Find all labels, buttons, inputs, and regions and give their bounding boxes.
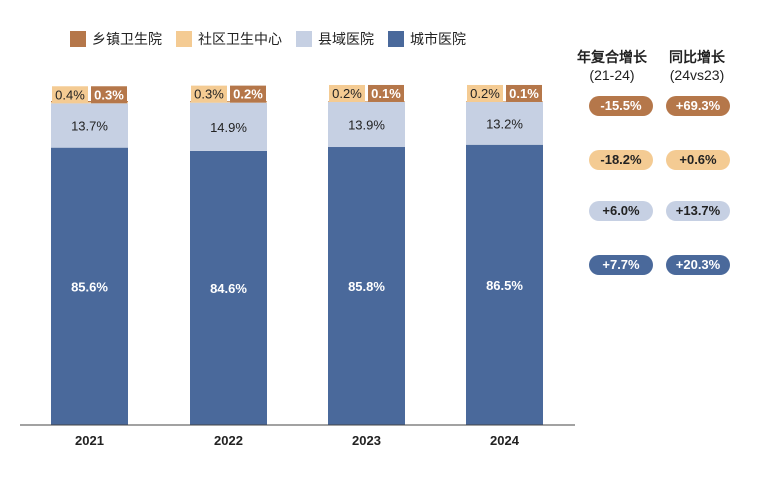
yoy-subtitle: (24vs23): [669, 67, 725, 83]
yoy-header: 同比增长 (24vs23): [657, 48, 737, 84]
cagr-pill: +7.7%: [589, 255, 653, 275]
data-label-box: [230, 85, 266, 103]
bar-segment: [328, 101, 405, 148]
yoy-title: 同比增长: [669, 49, 725, 65]
data-label: 13.9%: [348, 117, 385, 132]
legend-item: 社区卫生中心: [176, 29, 282, 49]
bar-segment: [190, 150, 267, 425]
x-tick-label: 2024: [490, 433, 520, 448]
data-label: 0.3%: [194, 87, 224, 102]
legend-item: 乡镇卫生院: [70, 29, 162, 49]
data-label-box: [191, 85, 227, 103]
data-label: 14.9%: [210, 120, 247, 135]
cagr-title: 年复合增长: [577, 49, 647, 65]
bar-segment: [51, 101, 128, 104]
bar-segment: [190, 101, 267, 102]
cagr-pill: -18.2%: [589, 150, 653, 170]
legend: 乡镇卫生院 社区卫生中心 县域医院 城市医院: [70, 29, 466, 49]
data-label: 0.2%: [470, 86, 500, 101]
data-label: 0.3%: [94, 87, 124, 102]
legend-label: 社区卫生中心: [198, 31, 282, 47]
legend-label: 城市医院: [410, 31, 466, 47]
yoy-pill: +69.3%: [666, 96, 730, 116]
data-label-box: [368, 84, 404, 102]
legend-swatch: [388, 31, 404, 47]
bar-segment: [51, 147, 128, 425]
legend-item: 城市医院: [388, 29, 466, 49]
yoy-pill: +13.7%: [666, 201, 730, 221]
legend-swatch: [296, 31, 312, 47]
data-label: 0.2%: [233, 87, 263, 102]
data-label: 85.6%: [71, 279, 108, 294]
legend-item: 县域医院: [296, 29, 374, 49]
x-tick-label: 2023: [352, 433, 381, 448]
yoy-pill: +20.3%: [666, 255, 730, 275]
legend-swatch: [70, 31, 86, 47]
x-tick-label: 2021: [75, 433, 104, 448]
yoy-pill: +0.6%: [666, 150, 730, 170]
data-label-box: [467, 84, 503, 102]
data-label: 86.5%: [486, 278, 523, 293]
data-label-box: [91, 86, 127, 104]
data-label: 0.4%: [55, 87, 85, 102]
bar-segment: [466, 101, 543, 145]
data-label: 84.6%: [210, 281, 247, 296]
cagr-subtitle: (21-24): [589, 67, 635, 83]
bar-segment: [51, 101, 128, 102]
bar-segment: [51, 103, 128, 148]
data-label-box: [329, 84, 365, 102]
data-label-box: [52, 86, 88, 104]
legend-label: 县域医院: [318, 31, 374, 47]
legend-label: 乡镇卫生院: [92, 31, 162, 47]
data-label: 13.2%: [486, 116, 523, 131]
data-label: 13.7%: [71, 118, 108, 133]
bar-segment: [466, 101, 543, 102]
data-label: 0.1%: [509, 86, 539, 101]
legend-swatch: [176, 31, 192, 47]
x-tick-label: 2022: [214, 433, 243, 448]
bar-segment: [328, 101, 405, 102]
cagr-header: 年复合增长 (21-24): [572, 48, 652, 84]
bar-segment: [190, 101, 267, 103]
cagr-pill: -15.5%: [589, 96, 653, 116]
bar-segment: [328, 147, 405, 425]
cagr-pill: +6.0%: [589, 201, 653, 221]
bar-segment: [190, 102, 267, 151]
data-label: 0.2%: [332, 86, 362, 101]
data-label: 85.8%: [348, 279, 385, 294]
data-label-box: [506, 84, 542, 102]
data-label: 0.1%: [371, 86, 401, 101]
bar-segment: [466, 144, 543, 426]
